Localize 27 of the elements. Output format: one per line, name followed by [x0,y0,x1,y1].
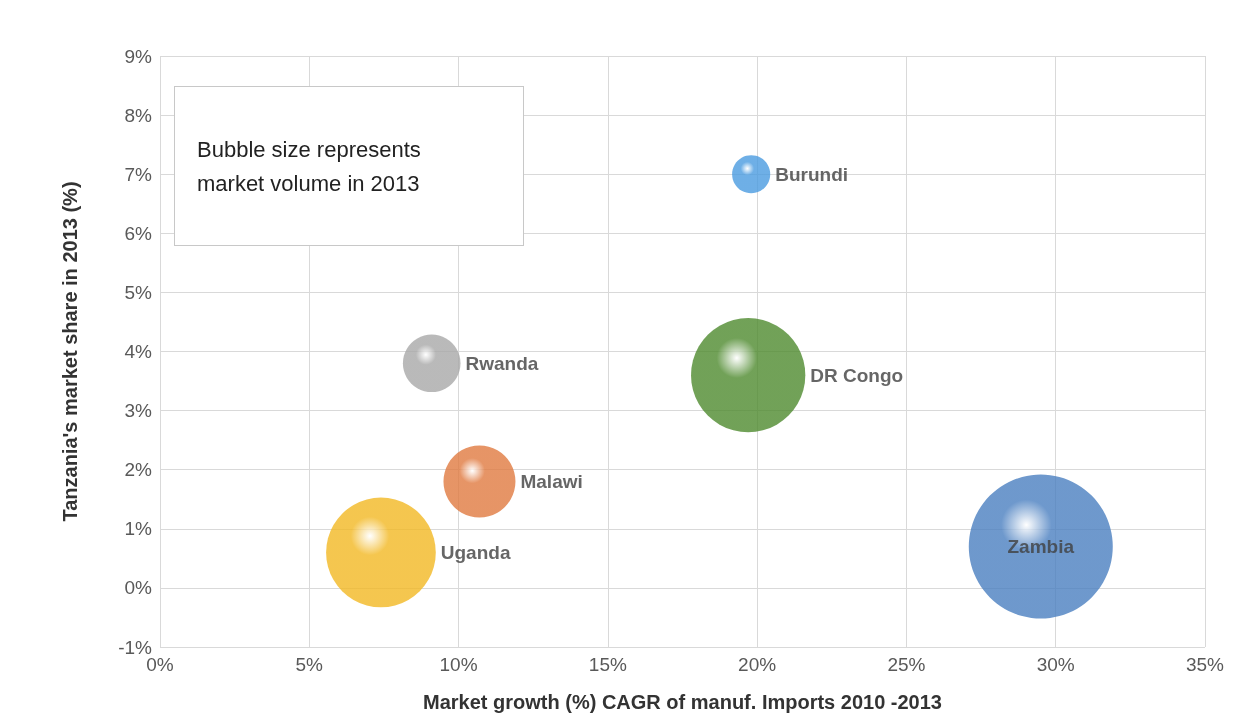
y-tick-label: 7% [124,163,153,185]
x-axis-title: Market growth (%) CAGR of manuf. Imports 2010 -2013 [423,691,942,713]
y-tick-label: 4% [124,341,153,362]
x-tick-label: 10% [439,654,478,675]
x-tick-label: 15% [588,654,627,675]
series-label: Burundi [775,163,849,185]
series-label: Rwanda [465,352,539,374]
y-tick-label: 8% [124,104,153,126]
x-tick-label: 30% [1036,654,1075,675]
series-label: Zambia [1007,536,1075,558]
y-tick-label: 3% [124,400,153,422]
y-tick-label: 0% [124,577,153,599]
y-axis-title: Tanzania's market share in 2013 (%) [59,181,81,522]
text-box: Bubble size represents market volume in 2013 [174,86,524,246]
x-tick-label: 25% [887,654,926,675]
x-tick-label: 20% [738,654,777,675]
series-label: Malawi [520,471,583,493]
y-tick-label: 2% [124,459,153,481]
x-tick-label: 5% [295,654,324,675]
y-tick-label: 5% [124,281,153,303]
y-tick-label: 6% [124,222,153,244]
y-tick-label: 1% [124,518,153,540]
annotation: Bubble size represents market volume in 2013 [197,136,422,198]
series-label: DR Congo [810,364,904,386]
x-tick-label: 35% [1185,654,1225,675]
series-label: Uganda [440,541,511,563]
y-tick-label: 9% [124,45,153,67]
